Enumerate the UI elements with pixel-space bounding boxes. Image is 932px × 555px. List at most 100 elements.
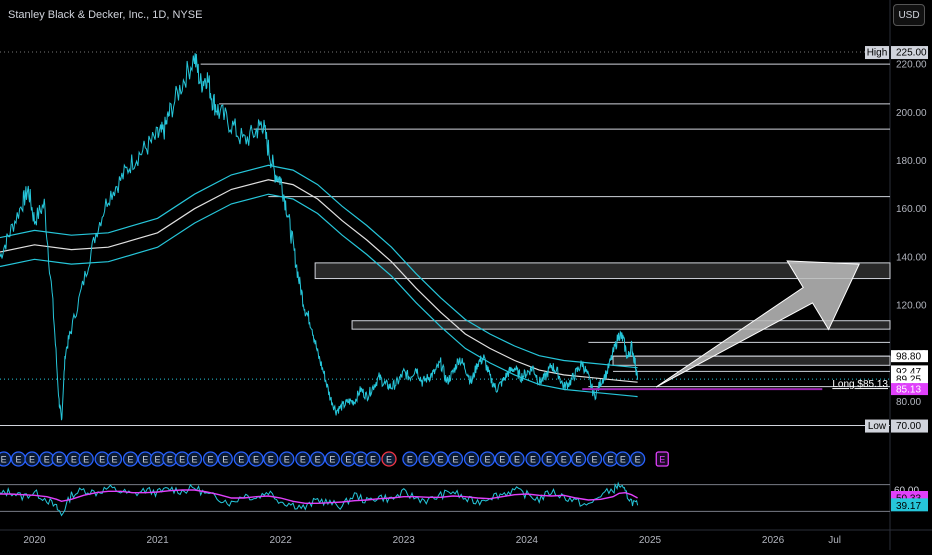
- event-label: E: [238, 455, 244, 465]
- time-axis: 2020 2021 2022 2023 2024 2025 2026 Jul: [23, 535, 841, 546]
- low-marker-label: Low: [868, 421, 887, 432]
- rsi-value-tag: [891, 498, 928, 512]
- event-label: E: [284, 455, 290, 465]
- y-tick-label: 80.00: [896, 397, 921, 408]
- earnings-badge: [615, 451, 631, 467]
- moving-average-layer: [0, 164, 638, 398]
- event-label: E: [608, 455, 614, 465]
- event-label: E: [620, 455, 626, 465]
- event-label: E: [329, 455, 335, 465]
- y-tick-label: 140.00: [896, 252, 927, 263]
- y-tick-label: 160.00: [896, 204, 927, 215]
- y-tick-label: 200.00: [896, 108, 927, 119]
- earnings-badge: [433, 451, 449, 467]
- event-label: E: [345, 455, 351, 465]
- event-label: E: [592, 455, 598, 465]
- high-marker-tag: [865, 46, 889, 60]
- dividend-badge: [324, 451, 341, 467]
- event-label: E: [315, 455, 321, 465]
- earnings-badge: [106, 451, 123, 467]
- dividend-badge: [541, 451, 557, 467]
- earnings-badge: [186, 451, 203, 467]
- earnings-badge: [494, 451, 510, 467]
- event-label: E: [576, 455, 582, 465]
- x-tick-label: 2026: [762, 535, 785, 546]
- ma-line: [0, 164, 638, 369]
- long-position-label: Long $85.13: [832, 379, 888, 390]
- earnings-badge: [309, 451, 326, 467]
- earnings-badge: [24, 451, 40, 467]
- dividend-badge: [263, 451, 279, 467]
- zone-rect: [612, 355, 891, 366]
- price-tag-label: 92.47: [896, 367, 921, 378]
- event-label: E: [222, 455, 228, 465]
- event-label: E: [167, 455, 173, 465]
- event-label: E: [635, 455, 641, 465]
- earnings-badge: [402, 451, 418, 467]
- low-value: 70.00: [896, 421, 921, 432]
- price-tag-label: 98.80: [896, 352, 921, 363]
- dividend-badge: [509, 451, 525, 467]
- event-label: E: [438, 455, 444, 465]
- event-label: E: [99, 455, 105, 465]
- earnings-badge: [463, 451, 480, 467]
- event-label: E: [499, 455, 505, 465]
- y-tick-label: 220.00: [896, 60, 927, 71]
- x-tick-label: 2022: [270, 535, 293, 546]
- price-line: [0, 53, 639, 421]
- zone-rect: [351, 320, 891, 330]
- event-label: E: [1, 455, 7, 465]
- y-tick-label: 180.00: [896, 156, 927, 167]
- event-label: E: [300, 455, 306, 465]
- event-label: E: [29, 455, 35, 465]
- event-label: E: [423, 455, 429, 465]
- x-tick-label: 2025: [639, 535, 662, 546]
- upcoming-earnings-badge: [655, 451, 669, 467]
- high-value: 225.00: [896, 48, 927, 59]
- zone-layer: [314, 262, 891, 366]
- low-marker-tag: [865, 419, 889, 433]
- dividend-badge: [479, 451, 496, 467]
- event-label: E: [386, 455, 392, 465]
- event-label: E: [268, 455, 274, 465]
- ma-line: [0, 179, 638, 383]
- dividend-badge: [570, 451, 587, 467]
- high-value-tag: [891, 46, 928, 60]
- price-tag: [891, 383, 928, 396]
- x-tick-label: 2020: [23, 535, 46, 546]
- event-label: E: [83, 455, 89, 465]
- price-axis: 60.0050.3339.1780.00100.00120.00140.0016…: [865, 46, 928, 512]
- ma-line: [0, 193, 638, 398]
- earnings-badge: [248, 451, 264, 467]
- price-layer: [0, 53, 639, 421]
- event-label: E: [659, 455, 665, 465]
- long-position-layer: Long $85.13: [582, 379, 888, 391]
- event-label: E: [484, 455, 490, 465]
- price-tag-label: 85.13: [896, 385, 921, 396]
- event-label: E: [561, 455, 567, 465]
- event-label: E: [127, 455, 133, 465]
- dividend-badge: [418, 451, 434, 467]
- x-tick-label: Jul: [828, 535, 841, 546]
- dividend-badge: [233, 451, 249, 467]
- rsi-value: 39.17: [896, 501, 921, 512]
- x-tick-label: 2023: [393, 535, 416, 546]
- chart-title: Stanley Black & Decker, Inc., 1D, NYSE: [8, 9, 203, 21]
- level-layer: [0, 51, 890, 427]
- dividend-badge: [295, 451, 311, 467]
- event-label: E: [142, 455, 148, 465]
- event-label: E: [207, 455, 213, 465]
- event-label: E: [530, 455, 536, 465]
- earnings-badge: [0, 451, 12, 467]
- rsi-ma-line: [0, 489, 638, 504]
- event-label: E: [179, 455, 185, 465]
- price-tag-label: 89.25: [896, 375, 921, 386]
- dividend-badge: [629, 451, 646, 467]
- event-label: E: [191, 455, 197, 465]
- earnings-badge: [556, 451, 572, 467]
- zone-rect: [314, 262, 891, 280]
- currency-button[interactable]: USD: [893, 4, 925, 26]
